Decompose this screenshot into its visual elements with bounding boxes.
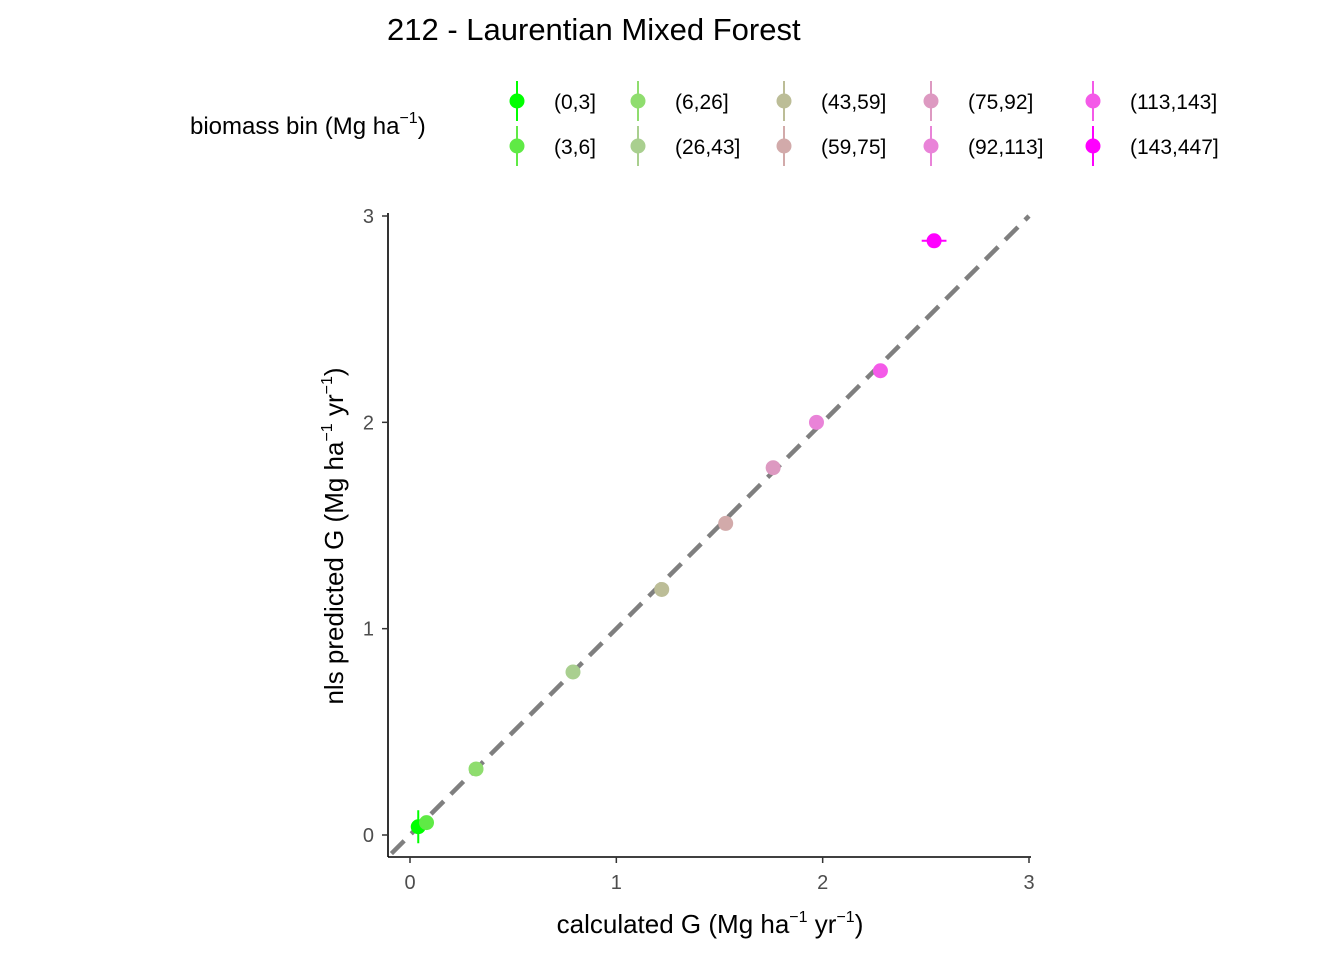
y-tick-label: 2 (363, 412, 374, 434)
data-point (808, 414, 824, 430)
plot-area: 0 1 2 3 0 1 2 3 (363, 206, 1035, 894)
legend-label: (26,43] (675, 136, 740, 159)
legend-item: (0,3] (509, 81, 596, 121)
legend-label: (6,26] (675, 91, 729, 114)
legend-item: (26,43] (630, 126, 740, 166)
legend-item: (3,6] (509, 126, 596, 166)
legend-title: biomass bin (Mg ha−1) (190, 110, 426, 140)
legend-key-point (1085, 138, 1101, 154)
legend-item: (43,59] (776, 81, 886, 121)
chart-title: 212 - Laurentian Mixed Forest (387, 12, 801, 47)
legend-key-point (630, 138, 646, 154)
x-axis-title: calculated G (Mg ha−1 yr−1) (557, 909, 864, 939)
legend-label: (43,59] (821, 91, 886, 114)
legend-label: (143,447] (1130, 136, 1219, 159)
legend-label: (3,6] (554, 136, 596, 159)
legend-key-point (630, 93, 646, 109)
data-point (468, 761, 484, 777)
legend-key-point (923, 138, 939, 154)
legend-key-point (509, 93, 525, 109)
y-tick-label: 1 (363, 619, 374, 641)
y-axis-title: nls predicted G (Mg ha−1 yr−1) (319, 367, 349, 704)
data-point (718, 515, 734, 531)
legend-key-point (776, 138, 792, 154)
data-point (419, 815, 435, 831)
legend: biomass bin (Mg ha−1) (0,3] (3,6] (6,26] (2… (190, 81, 1219, 166)
legend-item: (75,92] (923, 81, 1033, 121)
y-tick-label: 3 (363, 206, 374, 228)
data-point (654, 581, 670, 597)
legend-label: (75,92] (968, 91, 1033, 114)
x-tick-label: 0 (404, 872, 415, 894)
data-point (565, 664, 581, 680)
x-axis-ticks: 0 1 2 3 (404, 857, 1035, 894)
legend-item: (143,447] (1085, 126, 1219, 166)
legend-label: (92,113] (968, 136, 1044, 159)
identity-reference-line (389, 214, 1031, 856)
legend-label: (59,75] (821, 136, 886, 159)
legend-item: (113,143] (1085, 81, 1217, 121)
legend-item: (92,113] (923, 126, 1044, 166)
legend-key-point (776, 93, 792, 109)
legend-item: (6,26] (630, 81, 729, 121)
legend-key-point (509, 138, 525, 154)
y-axis-ticks: 0 1 2 3 (363, 206, 388, 847)
legend-label: (0,3] (554, 91, 596, 114)
data-point (926, 233, 942, 249)
legend-key-point (1085, 93, 1101, 109)
data-point (765, 460, 781, 476)
legend-item: (59,75] (776, 126, 886, 166)
data-point (872, 363, 888, 379)
legend-label: (113,143] (1130, 91, 1217, 114)
x-tick-label: 3 (1023, 872, 1034, 894)
x-tick-label: 2 (817, 872, 828, 894)
legend-key-point (923, 93, 939, 109)
x-tick-label: 1 (611, 872, 622, 894)
y-tick-label: 0 (363, 825, 374, 847)
